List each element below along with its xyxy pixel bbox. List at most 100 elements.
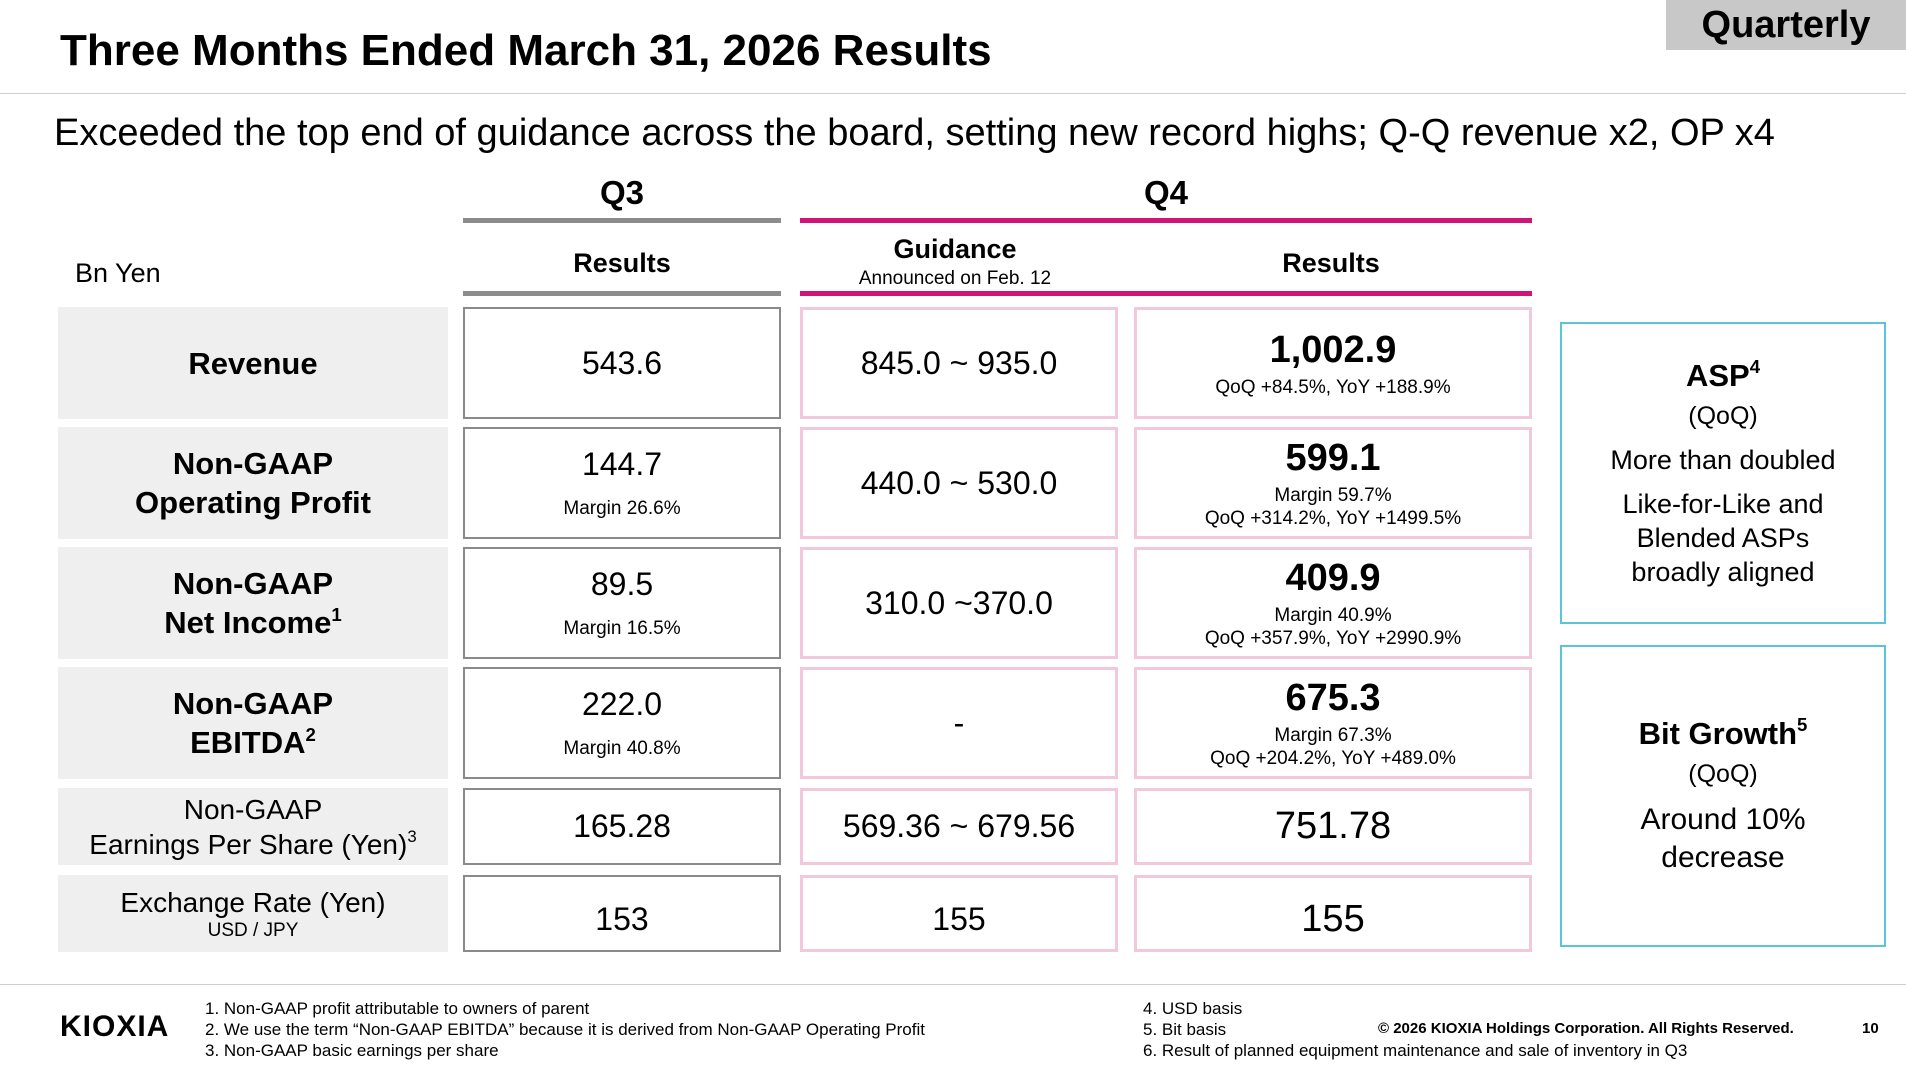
asp-box: ASP4 (QoQ) More than doubled Like-for-Li… xyxy=(1560,322,1886,624)
row-label-text: Revenue xyxy=(188,345,318,381)
cell-margin: Margin 26.6% xyxy=(563,498,681,519)
cell-margin: Margin 40.9% xyxy=(1274,605,1392,626)
q3-results-cell-exchange-rate: 153 xyxy=(463,875,781,952)
footnote-ref: 5 xyxy=(1797,714,1808,736)
cell-change: QoQ +357.9%, YoY +2990.9% xyxy=(1204,628,1462,649)
row-label-ebitda: Non-GAAP EBITDA2 xyxy=(58,667,448,779)
row-label-subtext: USD / JPY xyxy=(207,920,299,941)
page-title: Three Months Ended March 31, 2026 Result… xyxy=(60,26,992,75)
asp-line: More than doubled xyxy=(1610,444,1836,475)
cell-value: 675.3 xyxy=(1285,677,1381,719)
row-label-text-main: Net Income xyxy=(164,605,332,640)
cell-value: 310.0 ~370.0 xyxy=(865,584,1053,621)
cell-value: 155 xyxy=(932,901,986,937)
guidance-cell-ebitda: - xyxy=(800,667,1118,779)
cell-value: 751.78 xyxy=(1274,805,1392,847)
q4-results-cell-operating-profit: 599.1 Margin 59.7% QoQ +314.2%, YoY +149… xyxy=(1134,427,1532,539)
footer-divider xyxy=(0,984,1906,985)
row-label-text: Exchange Rate (Yen) xyxy=(120,887,386,918)
row-label-text: EBITDA2 xyxy=(190,723,316,762)
header-divider xyxy=(0,93,1906,94)
row-label-eps: Non-GAAP Earnings Per Share (Yen)3 xyxy=(58,788,448,865)
cell-value: 155 xyxy=(1301,898,1365,940)
unit-label: Bn Yen xyxy=(75,258,161,288)
guidance-note: Announced on Feb. 12 xyxy=(858,268,1052,289)
cell-value: 845.0 ~ 935.0 xyxy=(860,344,1058,381)
row-label-text-main: EBITDA xyxy=(190,725,306,760)
guidance-header: Guidance xyxy=(893,234,1017,264)
q4-results-cell-ebitda: 675.3 Margin 67.3% QoQ +204.2%, YoY +489… xyxy=(1134,667,1532,779)
row-label-revenue: Revenue xyxy=(58,307,448,419)
footnote: 1. Non-GAAP profit attributable to owner… xyxy=(205,999,590,1018)
quarterly-badge: Quarterly xyxy=(1666,0,1906,50)
row-label-text: Non-GAAP xyxy=(172,566,334,601)
guidance-cell-net-income: 310.0 ~370.0 xyxy=(800,547,1118,659)
q4-subheader-rule xyxy=(800,291,1532,296)
footnote-ref: 3 xyxy=(407,827,417,847)
footnote-ref: 2 xyxy=(305,723,316,745)
footnote: 6. Result of planned equipment maintenan… xyxy=(1143,1041,1688,1060)
row-label-operating-profit: Non-GAAP Operating Profit xyxy=(58,427,448,539)
footnote: 2. We use the term “Non-GAAP EBITDA” bec… xyxy=(205,1020,925,1039)
asp-period: (QoQ) xyxy=(1688,401,1758,430)
q4-results-cell-revenue: 1,002.9 QoQ +84.5%, YoY +188.9% xyxy=(1134,307,1532,419)
cell-value: 144.7 xyxy=(581,446,663,482)
cell-value: 543.6 xyxy=(581,344,663,381)
footnote: 4. USD basis xyxy=(1143,999,1243,1018)
q4-results-header: Results xyxy=(1282,248,1380,278)
guidance-cell-operating-profit: 440.0 ~ 530.0 xyxy=(800,427,1118,539)
row-label-text: Non-GAAP xyxy=(183,793,323,825)
cell-value: 440.0 ~ 530.0 xyxy=(860,464,1058,501)
copyright: © 2026 KIOXIA Holdings Corporation. All … xyxy=(1378,1020,1794,1037)
footnotes-left: 1. Non-GAAP profit attributable to owner… xyxy=(205,998,925,1061)
cell-value: 153 xyxy=(595,901,649,937)
cell-value: 222.0 xyxy=(581,686,663,722)
q4-results-cell-exchange-rate: 155 xyxy=(1134,875,1532,952)
row-label-text-main: Earnings Per Share (Yen) xyxy=(89,828,408,860)
kioxia-logo: KIOXIA xyxy=(60,1010,170,1043)
footnote-ref: 4 xyxy=(1749,356,1761,378)
asp-line: Like-for-Like and xyxy=(1622,488,1824,519)
cell-change: QoQ +84.5%, YoY +188.9% xyxy=(1215,376,1451,398)
bit-growth-title-text: Bit Growth xyxy=(1638,715,1798,751)
footnote-ref: 1 xyxy=(331,603,342,625)
cell-margin: Margin 67.3% xyxy=(1274,725,1392,746)
row-label-net-income: Non-GAAP Net Income1 xyxy=(58,547,448,659)
bit-growth-line: Around 10% xyxy=(1640,802,1806,836)
q3-results-header: Results xyxy=(573,248,671,278)
guidance-cell-eps: 569.36 ~ 679.56 xyxy=(800,788,1118,865)
q3-results-cell-ebitda: 222.0 Margin 40.8% xyxy=(463,667,781,779)
cell-value: 1,002.9 xyxy=(1269,328,1397,371)
guidance-cell-revenue: 845.0 ~ 935.0 xyxy=(800,307,1118,419)
q3-results-cell-revenue: 543.6 xyxy=(463,307,781,419)
guidance-cell-exchange-rate: 155 xyxy=(800,875,1118,952)
q4-results-cell-net-income: 409.9 Margin 40.9% QoQ +357.9%, YoY +299… xyxy=(1134,547,1532,659)
q4-results-cell-eps: 751.78 xyxy=(1134,788,1532,865)
page-subtitle: Exceeded the top end of guidance across … xyxy=(54,112,1775,154)
asp-line: Blended ASPs xyxy=(1636,522,1810,553)
row-label-text: Earnings Per Share (Yen)3 xyxy=(89,827,416,862)
cell-margin: Margin 16.5% xyxy=(563,618,681,639)
bit-growth-box: Bit Growth5 (QoQ) Around 10% decrease xyxy=(1560,645,1886,947)
cell-value: 599.1 xyxy=(1285,437,1381,479)
bit-growth-period: (QoQ) xyxy=(1688,759,1758,788)
q3-header-rule xyxy=(463,218,781,223)
cell-value: 89.5 xyxy=(590,566,654,602)
q3-results-cell-operating-profit: 144.7 Margin 26.6% xyxy=(463,427,781,539)
cell-change: QoQ +204.2%, YoY +489.0% xyxy=(1210,748,1456,769)
q3-header: Q3 xyxy=(599,174,645,211)
cell-value: 409.9 xyxy=(1285,557,1381,599)
row-label-text: Net Income1 xyxy=(164,603,341,642)
footnote: 5. Bit basis xyxy=(1143,1020,1227,1039)
page-number: 10 xyxy=(1862,1020,1879,1037)
asp-title: ASP4 xyxy=(1686,356,1761,394)
q4-header-rule xyxy=(800,218,1532,223)
cell-margin: Margin 59.7% xyxy=(1274,485,1392,506)
q3-subheader-rule xyxy=(463,291,781,296)
q3-results-cell-net-income: 89.5 Margin 16.5% xyxy=(463,547,781,659)
q4-header: Q4 xyxy=(1143,174,1189,211)
asp-line: broadly aligned xyxy=(1631,556,1815,587)
footnotes-right: 4. USD basis 5. Bit basis 6. Result of p… xyxy=(1143,998,1687,1061)
cell-value: 165.28 xyxy=(573,808,671,844)
bit-growth-line: decrease xyxy=(1661,840,1785,874)
